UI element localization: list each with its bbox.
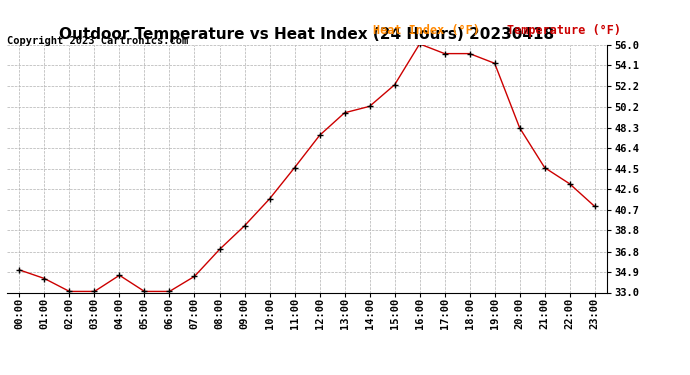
Text: Copyright 2023 Cartronics.com: Copyright 2023 Cartronics.com xyxy=(7,36,188,46)
Text: Heat Index (°F): Heat Index (°F) xyxy=(373,24,480,38)
Title: Outdoor Temperature vs Heat Index (24 Hours) 20230418: Outdoor Temperature vs Heat Index (24 Ho… xyxy=(59,27,555,42)
Text: Temperature (°F): Temperature (°F) xyxy=(507,24,621,38)
